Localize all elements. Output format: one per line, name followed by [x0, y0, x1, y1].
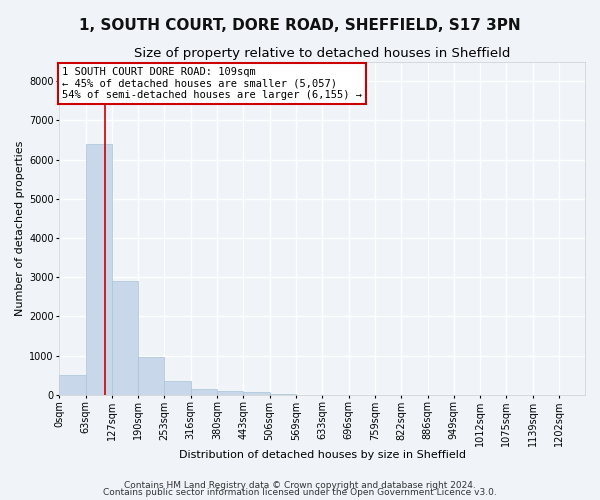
Text: 1 SOUTH COURT DORE ROAD: 109sqm
← 45% of detached houses are smaller (5,057)
54%: 1 SOUTH COURT DORE ROAD: 109sqm ← 45% of… — [62, 66, 362, 100]
Bar — [217, 391, 244, 395]
Title: Size of property relative to detached houses in Sheffield: Size of property relative to detached ho… — [134, 48, 511, 60]
Text: Contains public sector information licensed under the Open Government Licence v3: Contains public sector information licen… — [103, 488, 497, 497]
Bar — [86, 144, 112, 395]
Y-axis label: Number of detached properties: Number of detached properties — [15, 140, 25, 316]
Text: 1, SOUTH COURT, DORE ROAD, SHEFFIELD, S17 3PN: 1, SOUTH COURT, DORE ROAD, SHEFFIELD, S1… — [79, 18, 521, 32]
Bar — [138, 356, 164, 395]
Bar — [164, 382, 191, 395]
Bar — [59, 375, 86, 395]
Bar — [244, 392, 269, 395]
Bar — [112, 281, 138, 395]
X-axis label: Distribution of detached houses by size in Sheffield: Distribution of detached houses by size … — [179, 450, 466, 460]
Bar — [269, 394, 296, 395]
Bar — [191, 388, 217, 395]
Text: Contains HM Land Registry data © Crown copyright and database right 2024.: Contains HM Land Registry data © Crown c… — [124, 480, 476, 490]
